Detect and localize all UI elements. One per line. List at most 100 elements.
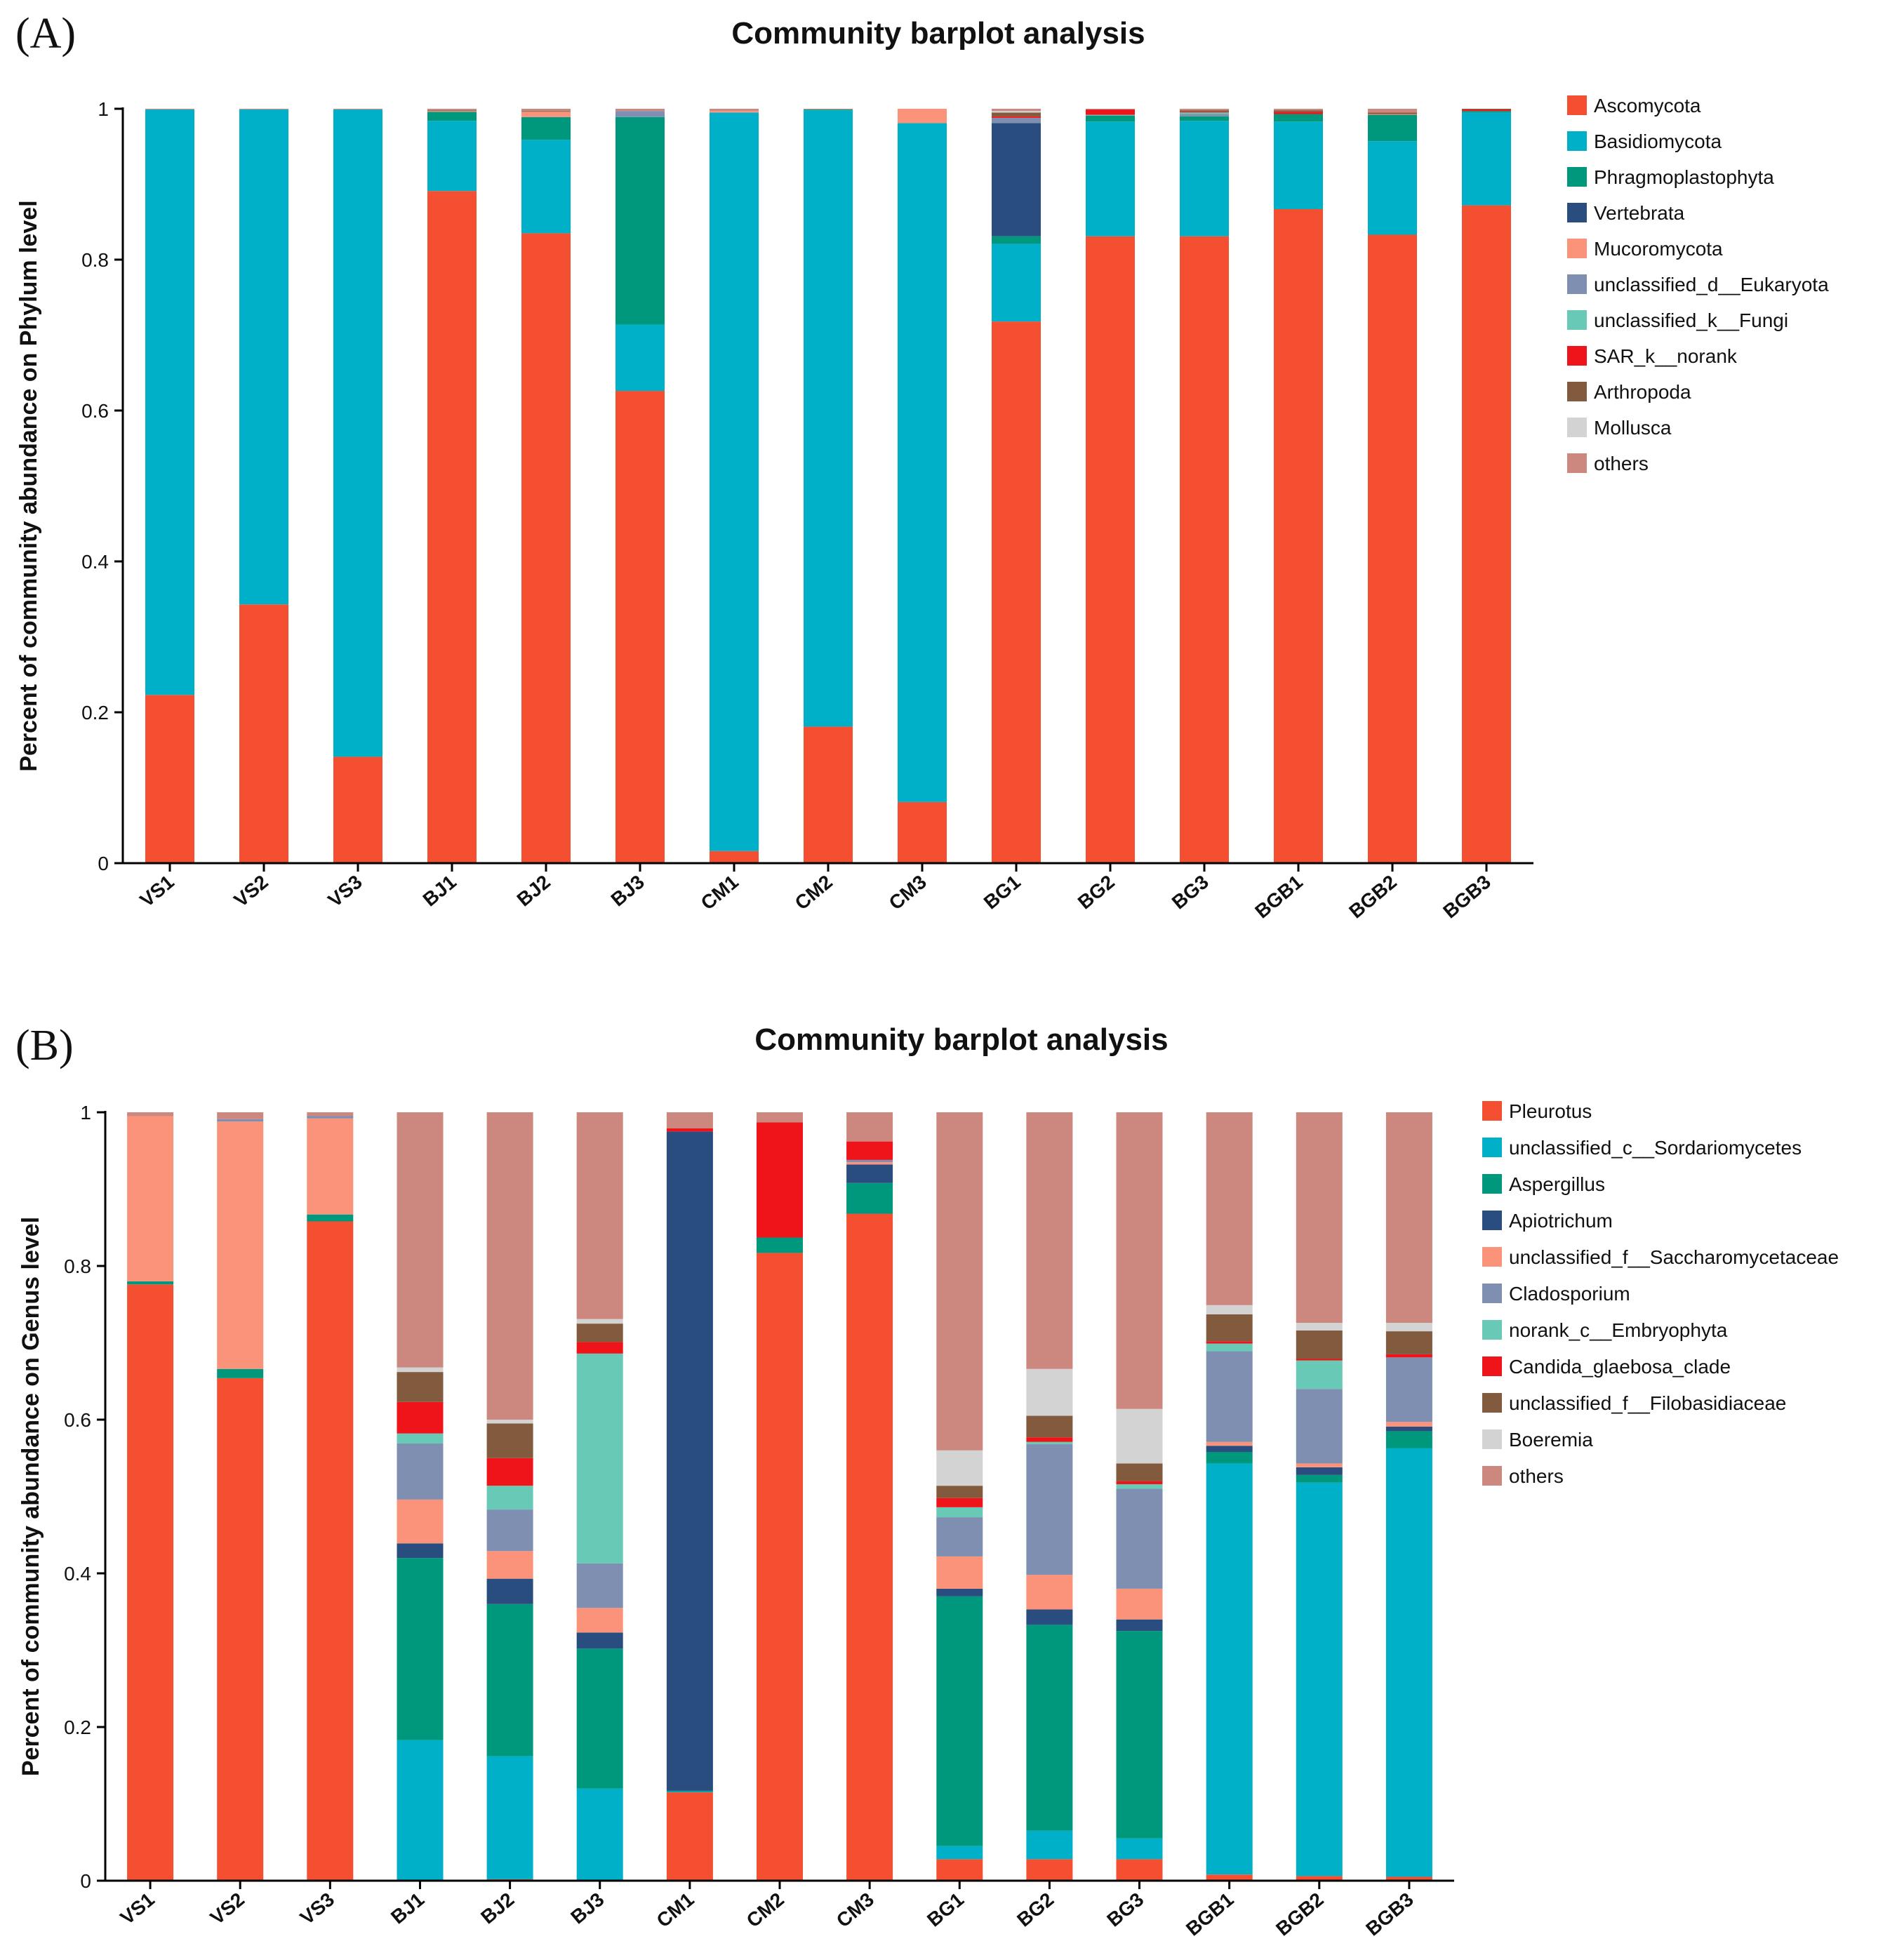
bar-segment-unclassified-f-saccharomycetaceae [1116,1588,1163,1620]
bar-segment-pleurotus [1385,1876,1432,1881]
bar-stack-bj3 [615,109,665,863]
bar-segment-unclassified-f-filobasidiaceae [1296,1330,1343,1359]
legend-label: unclassified_d__Eukaryota [1594,274,1829,295]
bar-segment-unclassified-f-saccharomycetaceae [1206,1441,1253,1446]
bar-segment-unclassified-c-sordariomycetes [1206,1463,1253,1875]
bar-segment-candida-glaebosa-clade [1385,1354,1432,1358]
bar-segment-unclassified-d-eukaryota [1180,114,1229,116]
bar-segment-apiotrichum [1116,1619,1163,1632]
y-tick-label: 0.6 [64,1409,91,1431]
bar-segment-ascomycota [145,695,194,863]
bar-segment-ascomycota [710,851,759,863]
x-tick-label: CM1 [697,871,743,914]
chart-title: Community barplot analysis [754,1022,1168,1057]
bar-segment-arthropoda [1180,110,1229,112]
bar-segment-aspergillus [1385,1431,1432,1448]
bar-segment-apiotrichum [1206,1446,1253,1452]
bar-segment-apiotrichum [1026,1609,1073,1625]
bar-segment-pleurotus [307,1221,354,1881]
bar-segment-ascomycota [992,321,1041,863]
legend-swatch [1482,1138,1502,1157]
bar-segment-unclassified-k-fungi [1180,112,1229,114]
bar-segment-norank-c-embryophyta [1026,1441,1073,1445]
legend-swatch [1482,1174,1502,1194]
bar-segment-pleurotus [936,1859,983,1881]
legend-item: unclassified_f__Filobasidiaceae [1482,1392,1786,1414]
legend-label: Boeremia [1509,1429,1593,1451]
bar-segment-pleurotus [217,1378,264,1881]
y-tick-label: 0.8 [81,249,109,271]
legend-item: Candida_glaebosa_clade [1482,1356,1731,1378]
bar-segment-unclassified-c-sordariomycetes [1385,1448,1432,1877]
legend-item: Apiotrichum [1482,1210,1613,1232]
bar-stack-bgb1 [1206,1112,1253,1881]
bar-segment-apiotrichum [576,1632,623,1649]
bar-segment-aspergillus [757,1237,803,1253]
bar-segment-aspergillus [1026,1625,1073,1831]
bar-segment-basidiomycota [1180,121,1229,236]
bar-segment-others [1385,1112,1432,1324]
legend-swatch [1482,1429,1502,1449]
legend-swatch [1567,418,1587,437]
legend-swatch [1482,1320,1502,1340]
bar-segment-others [521,109,571,112]
legend-item: Mollusca [1567,417,1672,439]
bar-segment-unclassified-f-filobasidiaceae [397,1372,444,1402]
bars [145,109,1511,864]
legend-item: Phragmoplastophyta [1567,166,1774,188]
bar-segment-aspergillus [127,1281,174,1285]
bar-segment-others [710,109,759,112]
bar-segment-boeremia [936,1450,983,1486]
bar-segment-aspergillus [1296,1474,1343,1483]
bar-segment-phragmoplastophyta [1086,115,1135,122]
bar-segment-basidiomycota [1086,121,1135,236]
y-axis-label: Percent of community abundance on Phylum… [15,200,42,771]
bar-segment-candida-glaebosa-clade [936,1498,983,1507]
legend-swatch [1567,346,1587,366]
bar-segment-cladosporium [576,1563,623,1608]
legend-item: Aspergillus [1482,1173,1605,1195]
legend-item: unclassified_k__Fungi [1567,309,1788,331]
bar-segment-phragmoplastophyta [1274,114,1323,122]
bar-stack-cm1 [710,109,759,863]
bar-segment-sar-k-norank [1274,112,1323,114]
bar-segment-pleurotus [666,1792,713,1881]
bar-segment-arthropoda [521,111,571,112]
legend-label: Candida_glaebosa_clade [1509,1356,1731,1378]
x-tick-label: VS1 [116,1888,158,1929]
bar-segment-others [397,1112,444,1368]
bar-segment-boeremia [486,1420,533,1424]
legend-item: Basidiomycota [1567,131,1722,152]
x-tick-label: CM2 [791,871,837,914]
bar-segment-unclassified-f-filobasidiaceae [576,1324,623,1342]
bar-segment-others [1206,1112,1253,1305]
bar-segment-boeremia [1116,1408,1163,1464]
bar-segment-arthropoda [1274,110,1323,112]
bar-segment-cladosporium [486,1509,533,1552]
bar-segment-candida-glaebosa-clade [486,1458,533,1486]
bar-segment-basidiomycota [145,109,194,695]
legend-swatch [1567,274,1587,294]
bar-segment-unclassified-c-sordariomycetes [486,1756,533,1879]
bar-stack-bg3 [1116,1112,1163,1881]
bar-segment-others [576,1112,623,1319]
legend-swatch [1567,453,1587,473]
bar-segment-basidiomycota [333,109,382,757]
bar-segment-unclassified-f-filobasidiaceae [936,1486,983,1498]
x-tick-label: BJ1 [387,1888,428,1928]
bar-segment-phragmoplastophyta [615,116,665,325]
chart-panel-a: (A) Community barplot analysis Percent of … [15,10,1829,923]
bar-stack-bj1 [397,1112,444,1881]
legend-label: Basidiomycota [1594,131,1722,152]
bar-segment-unclassified-f-filobasidiaceae [1385,1331,1432,1354]
legend-label: unclassified_c__Sordariomycetes [1509,1137,1802,1159]
bar-segment-boeremia [1296,1323,1343,1331]
bar-segment-aspergillus [1206,1451,1253,1464]
bar-segment-cladosporium [217,1119,264,1122]
bar-segment-unclassified-f-filobasidiaceae [1116,1463,1163,1481]
bar-segment-others [486,1112,533,1420]
bar-segment-sar-k-norank [1462,109,1511,112]
bar-stack-bg1 [936,1112,983,1881]
legend-item: unclassified_f__Saccharomycetaceae [1482,1246,1839,1268]
y-tick-label: 0.2 [64,1716,91,1738]
